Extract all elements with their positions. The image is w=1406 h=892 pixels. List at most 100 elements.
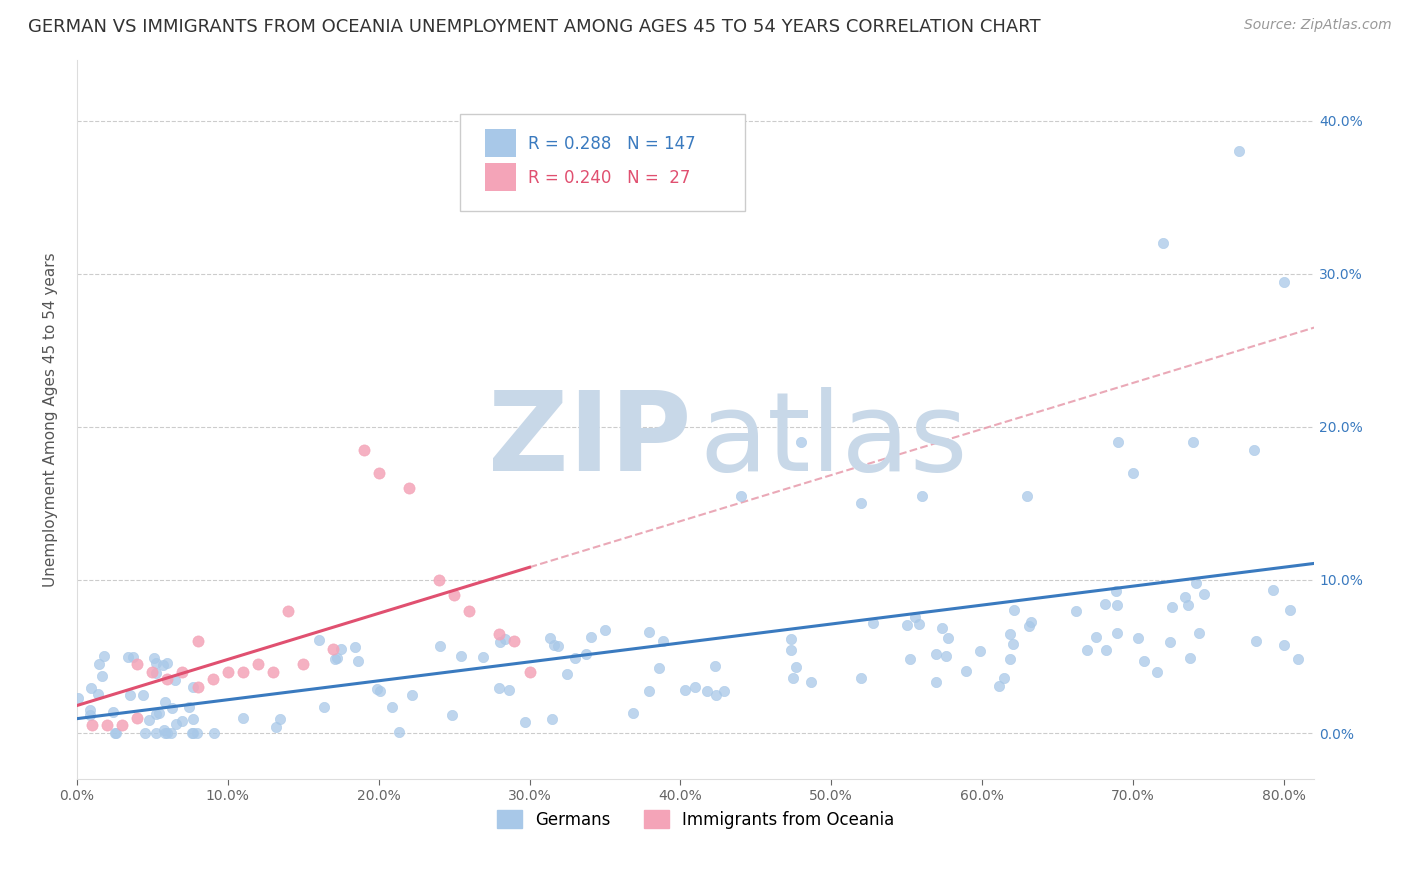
Point (66, 690, 89, 705)
Point (1105, 583, 1128, 598)
Point (156, 726, 179, 740)
Point (513, 714, 536, 729)
Point (1105, 625, 1128, 640)
Point (1182, 435, 1205, 450)
Point (790, 435, 813, 450)
Point (471, 649, 494, 664)
Point (181, 726, 204, 740)
Point (651, 634, 673, 648)
Text: GERMAN VS IMMIGRANTS FROM OCEANIA UNEMPLOYMENT AMONG AGES 45 TO 54 YEARS CORRELA: GERMAN VS IMMIGRANTS FROM OCEANIA UNEMPL… (28, 18, 1040, 36)
Point (1017, 489, 1039, 503)
Point (538, 631, 561, 645)
Point (1263, 582, 1285, 597)
Point (1004, 603, 1026, 617)
Point (80, 681, 103, 695)
Point (1272, 275, 1295, 289)
Point (264, 720, 287, 734)
Point (1192, 587, 1215, 601)
Point (519, 665, 541, 679)
Point (104, 726, 127, 740)
Point (488, 635, 510, 649)
Point (1243, 442, 1265, 457)
Point (181, 712, 204, 726)
Point (969, 644, 991, 658)
Point (1178, 651, 1201, 665)
Point (494, 632, 516, 647)
Point (101, 706, 124, 720)
Point (353, 442, 375, 457)
Point (138, 713, 160, 727)
Point (935, 649, 957, 664)
Point (1085, 630, 1108, 644)
Point (111, 718, 134, 732)
Text: R = 0.240   N =  27: R = 0.240 N = 27 (529, 169, 690, 187)
Point (429, 639, 451, 653)
Point (998, 627, 1021, 641)
Point (1094, 597, 1116, 611)
Point (143, 650, 166, 665)
Point (1132, 654, 1154, 668)
Point (145, 707, 167, 722)
Point (443, 588, 465, 602)
Point (780, 643, 803, 657)
Point (1188, 626, 1211, 640)
Y-axis label: Unemployment Among Ages 45 to 54 years: Unemployment Among Ages 45 to 54 years (44, 252, 58, 587)
Point (579, 630, 602, 644)
FancyBboxPatch shape (460, 113, 745, 211)
Point (904, 610, 927, 624)
Point (931, 621, 953, 635)
Point (165, 717, 187, 731)
Point (704, 689, 727, 703)
Point (160, 725, 183, 739)
Point (936, 631, 959, 645)
Point (80, 718, 103, 732)
Point (343, 640, 366, 655)
Text: R = 0.288   N = 147: R = 0.288 N = 147 (529, 136, 696, 153)
Point (564, 651, 586, 665)
Point (156, 673, 179, 687)
Legend: Germans, Immigrants from Oceania: Germans, Immigrants from Oceania (491, 804, 901, 835)
Point (127, 711, 149, 725)
Point (730, 489, 752, 503)
Point (1185, 576, 1208, 591)
Point (96, 718, 118, 732)
Point (152, 657, 174, 672)
Point (117, 650, 139, 665)
Text: ZIP: ZIP (488, 387, 692, 494)
Point (232, 665, 254, 679)
Point (458, 603, 481, 617)
Point (132, 688, 155, 702)
Point (232, 711, 254, 725)
Point (141, 665, 163, 679)
Point (673, 682, 696, 697)
Point (308, 632, 330, 647)
Point (105, 726, 128, 740)
Point (696, 684, 718, 698)
Point (713, 683, 735, 698)
Point (1286, 652, 1309, 666)
Point (498, 682, 520, 697)
Point (246, 657, 269, 672)
Point (366, 682, 388, 697)
Point (575, 647, 598, 661)
Point (312, 700, 335, 714)
Point (593, 623, 616, 637)
Point (648, 661, 671, 675)
Bar (485, 163, 516, 191)
Point (1279, 603, 1302, 617)
Point (181, 680, 204, 694)
Point (955, 664, 977, 678)
Point (217, 665, 239, 679)
Point (1152, 236, 1174, 251)
Point (503, 634, 526, 648)
Point (155, 726, 177, 740)
Point (181, 726, 204, 740)
Point (122, 650, 145, 665)
Point (1064, 604, 1087, 618)
Point (145, 656, 167, 670)
Point (177, 699, 200, 714)
Point (172, 665, 194, 679)
Point (1161, 600, 1184, 615)
Text: atlas: atlas (699, 387, 967, 494)
Point (987, 680, 1010, 694)
